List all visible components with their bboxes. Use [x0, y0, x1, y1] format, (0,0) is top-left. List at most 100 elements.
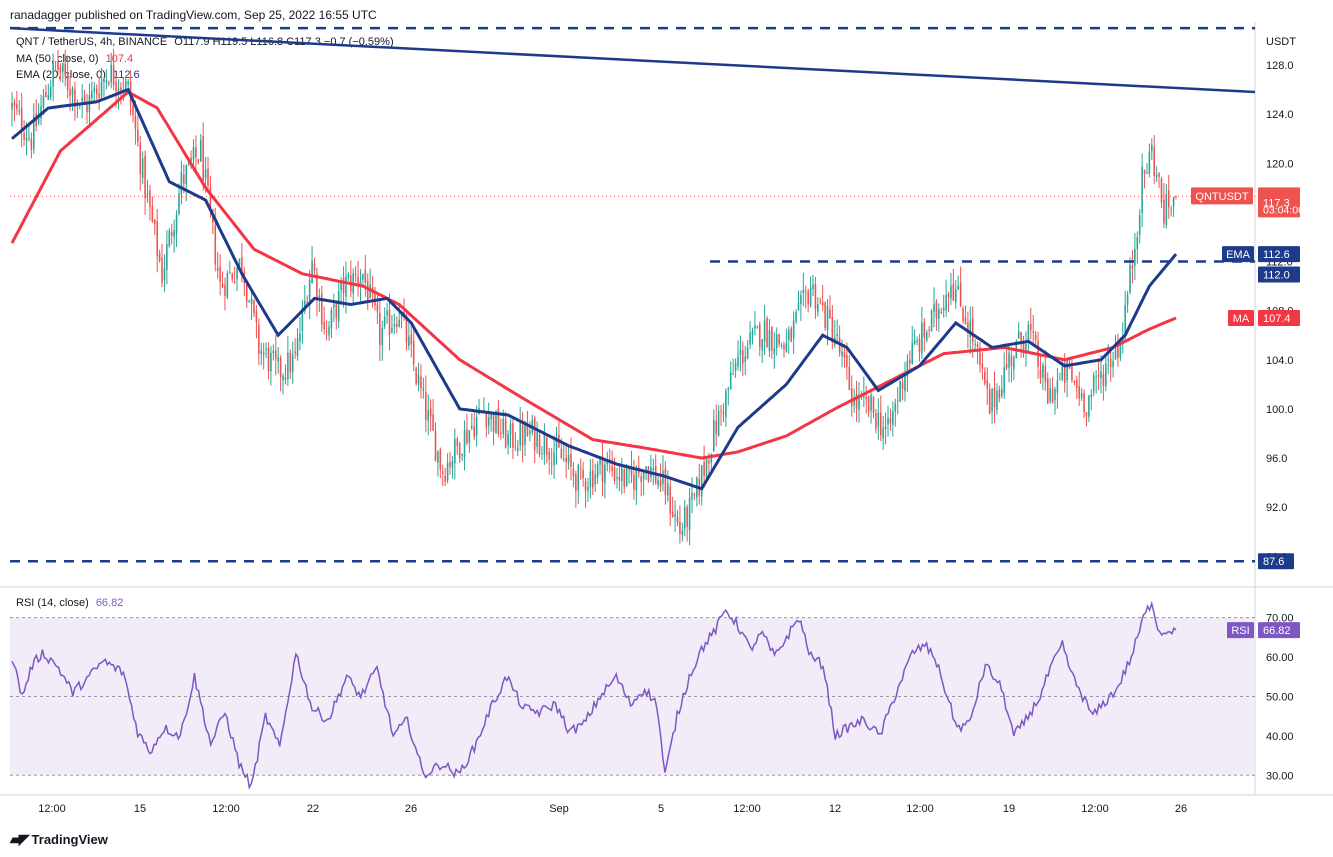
candle-body[interactable] [173, 230, 175, 238]
candle-body[interactable] [993, 388, 996, 408]
candle-body[interactable] [183, 174, 185, 184]
candle-body[interactable] [383, 316, 386, 327]
candle-body[interactable] [112, 65, 115, 85]
candle-body[interactable] [964, 317, 967, 324]
candle-body[interactable] [625, 467, 628, 487]
candle-body[interactable] [1020, 332, 1022, 343]
candle-body[interactable] [103, 79, 105, 82]
candle-body[interactable] [475, 416, 478, 436]
candle-body[interactable] [1030, 323, 1032, 331]
candle-body[interactable] [1148, 151, 1151, 174]
candle-body[interactable] [347, 274, 350, 279]
candle-body[interactable] [691, 492, 693, 500]
candle-body[interactable] [398, 319, 400, 327]
candle-body[interactable] [674, 514, 676, 518]
candle-body[interactable] [1063, 362, 1066, 383]
candle-body[interactable] [1046, 378, 1049, 404]
candle-body[interactable] [981, 363, 984, 369]
candle-body[interactable] [141, 158, 144, 178]
candle-body[interactable] [645, 466, 647, 472]
candle-body[interactable] [1163, 199, 1165, 224]
candle-body[interactable] [1097, 374, 1100, 377]
candle-body[interactable] [168, 230, 171, 247]
candle-body[interactable] [1003, 367, 1005, 393]
candle-body[interactable] [913, 340, 916, 344]
candle-body[interactable] [1100, 370, 1102, 379]
candle-body[interactable] [30, 138, 33, 150]
candle-body[interactable] [316, 273, 318, 300]
candle-body[interactable] [587, 486, 589, 491]
candle-body[interactable] [120, 87, 122, 91]
candle-body[interactable] [1095, 376, 1097, 378]
candle-body[interactable] [444, 475, 446, 482]
candle-body[interactable] [596, 464, 599, 478]
candle-body[interactable] [238, 258, 241, 269]
candle-body[interactable] [1090, 394, 1093, 397]
candle-body[interactable] [1010, 355, 1013, 366]
candle-body[interactable] [671, 511, 674, 517]
candle-body[interactable] [117, 89, 120, 93]
candle-body[interactable] [495, 411, 497, 434]
candle-body[interactable] [204, 169, 207, 179]
candle-body[interactable] [758, 324, 761, 347]
candle-body[interactable] [657, 480, 659, 486]
candle-body[interactable] [804, 290, 807, 292]
candle-body[interactable] [669, 486, 672, 514]
ma-legend[interactable]: MA (50, close, 0) 107.4 [16, 53, 133, 65]
candle-body[interactable] [555, 436, 558, 450]
candle-body[interactable] [870, 394, 872, 411]
candle-body[interactable] [1056, 380, 1059, 393]
candle-body[interactable] [705, 457, 708, 479]
candle-body[interactable] [98, 93, 100, 99]
candle-body[interactable] [700, 465, 703, 497]
candle-body[interactable] [800, 295, 802, 304]
candle-body[interactable] [884, 426, 887, 429]
candle-body[interactable] [553, 452, 555, 466]
candle-body[interactable] [548, 451, 551, 460]
candle-body[interactable] [209, 187, 212, 210]
candle-body[interactable] [328, 326, 330, 336]
candle-body[interactable] [274, 350, 277, 359]
candle-body[interactable] [468, 430, 471, 443]
candle-body[interactable] [456, 438, 459, 447]
candle-body[interactable] [524, 424, 526, 445]
candle-body[interactable] [1078, 386, 1080, 399]
candle-body[interactable] [514, 446, 517, 448]
candle-body[interactable] [761, 339, 763, 351]
candle-body[interactable] [245, 284, 248, 302]
candle-body[interactable] [260, 350, 263, 355]
candle-body[interactable] [979, 347, 981, 365]
candle-body[interactable] [732, 374, 734, 376]
candle-body[interactable] [296, 338, 299, 357]
candle-body[interactable] [737, 356, 739, 367]
candle-body[interactable] [432, 414, 434, 431]
candle-body[interactable] [763, 320, 766, 342]
candle-body[interactable] [395, 323, 398, 327]
candle-body[interactable] [311, 260, 313, 284]
candle-body[interactable] [1075, 379, 1078, 388]
candle-body[interactable] [713, 420, 715, 452]
candle-body[interactable] [379, 312, 381, 345]
candle-body[interactable] [308, 279, 311, 306]
candle-body[interactable] [734, 362, 737, 371]
candle-body[interactable] [896, 400, 899, 402]
candle-body[interactable] [255, 311, 258, 322]
candle-body[interactable] [1102, 373, 1105, 386]
candle-body[interactable] [47, 95, 50, 100]
candle-body[interactable] [795, 312, 797, 322]
candle-body[interactable] [231, 274, 234, 280]
candle-body[interactable] [1022, 342, 1025, 352]
candle-body[interactable] [425, 392, 427, 421]
candle-body[interactable] [1005, 363, 1008, 368]
candle-body[interactable] [570, 454, 572, 467]
candle-body[interactable] [633, 475, 635, 490]
candle-body[interactable] [345, 276, 347, 297]
candle-body[interactable] [267, 348, 270, 372]
candle-body[interactable] [686, 507, 688, 527]
candle-body[interactable] [91, 91, 93, 98]
candle-body[interactable] [715, 420, 717, 435]
candle-body[interactable] [139, 142, 142, 175]
candle-body[interactable] [262, 352, 265, 355]
candle-body[interactable] [221, 283, 224, 288]
candle-body[interactable] [1061, 363, 1064, 380]
